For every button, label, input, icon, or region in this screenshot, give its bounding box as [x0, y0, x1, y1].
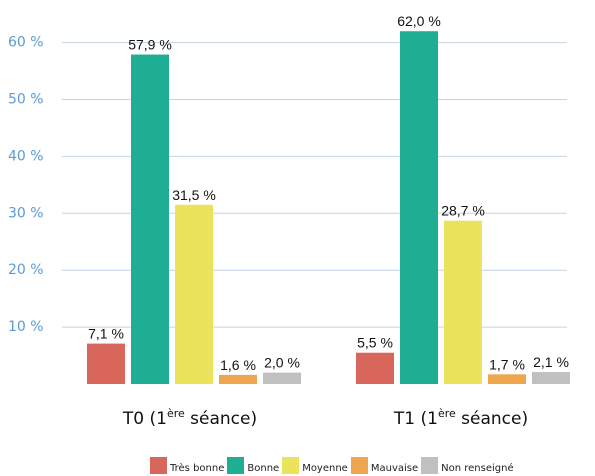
legend-swatch — [421, 456, 439, 474]
legend-item: Non renseigné — [421, 456, 514, 474]
legend-label: Non renseigné — [441, 462, 514, 474]
legend-item: Moyenne — [282, 456, 348, 474]
bar — [400, 31, 438, 384]
y-tick-label: 30 % — [8, 205, 44, 221]
data-label: 62,0 % — [397, 13, 441, 29]
data-label: 31,5 % — [172, 187, 216, 203]
x-axis: T0 (1ère séance) T1 (1ère séance) — [122, 407, 528, 429]
legend-item: Bonne — [227, 456, 280, 474]
y-tick-label: 60 % — [8, 35, 44, 51]
bar — [532, 372, 570, 384]
category-label: T0 (1ère séance) — [122, 407, 257, 429]
bar — [444, 220, 482, 384]
bars — [87, 31, 570, 384]
y-tick-label: 50 % — [8, 92, 44, 108]
legend-item: Très bonne — [150, 456, 225, 474]
legend-label: Très bonne — [170, 462, 225, 474]
legend-label: Moyenne — [302, 462, 348, 474]
bar — [263, 372, 301, 384]
data-label: 2,1 % — [533, 354, 569, 370]
legend-swatch — [350, 456, 368, 474]
legend-swatch — [150, 456, 167, 474]
bar — [175, 204, 213, 384]
legend-label: Mauvaise — [370, 462, 419, 474]
legend-item: Mauvaise — [350, 456, 419, 474]
y-tick-label: 40 % — [8, 148, 44, 164]
legend-label: Bonne — [247, 462, 280, 474]
category-label: T1 (1ère séance) — [393, 407, 528, 429]
bar — [87, 343, 125, 384]
bar — [356, 352, 394, 384]
data-label: 28,7 % — [441, 203, 485, 219]
data-label: 57,9 % — [128, 37, 172, 53]
legend: Très bonne Bonne Moyenne Mauvaise Non rensei… — [150, 456, 517, 474]
data-label: 5,5 % — [357, 335, 393, 351]
legend-swatch — [282, 456, 300, 474]
y-tick-label: 20 % — [8, 262, 44, 278]
data-label: 7,1 % — [88, 326, 124, 342]
data-label: 1,7 % — [489, 356, 525, 372]
bar — [131, 54, 169, 384]
data-label: 1,6 % — [220, 357, 256, 373]
bar — [488, 374, 526, 384]
y-tick-label: 10 % — [8, 319, 44, 335]
bar — [219, 374, 257, 384]
legend-swatch — [227, 456, 245, 474]
data-labels: 7,1 % 57,9 % 31,5 % 1,6 % 2,0 % 5,5 % 62,0 % 28… — [88, 13, 569, 373]
data-label: 2,0 % — [264, 355, 300, 371]
y-axis: 10 % 20 % 30 % 40 % 50 % 60 % — [8, 35, 44, 336]
